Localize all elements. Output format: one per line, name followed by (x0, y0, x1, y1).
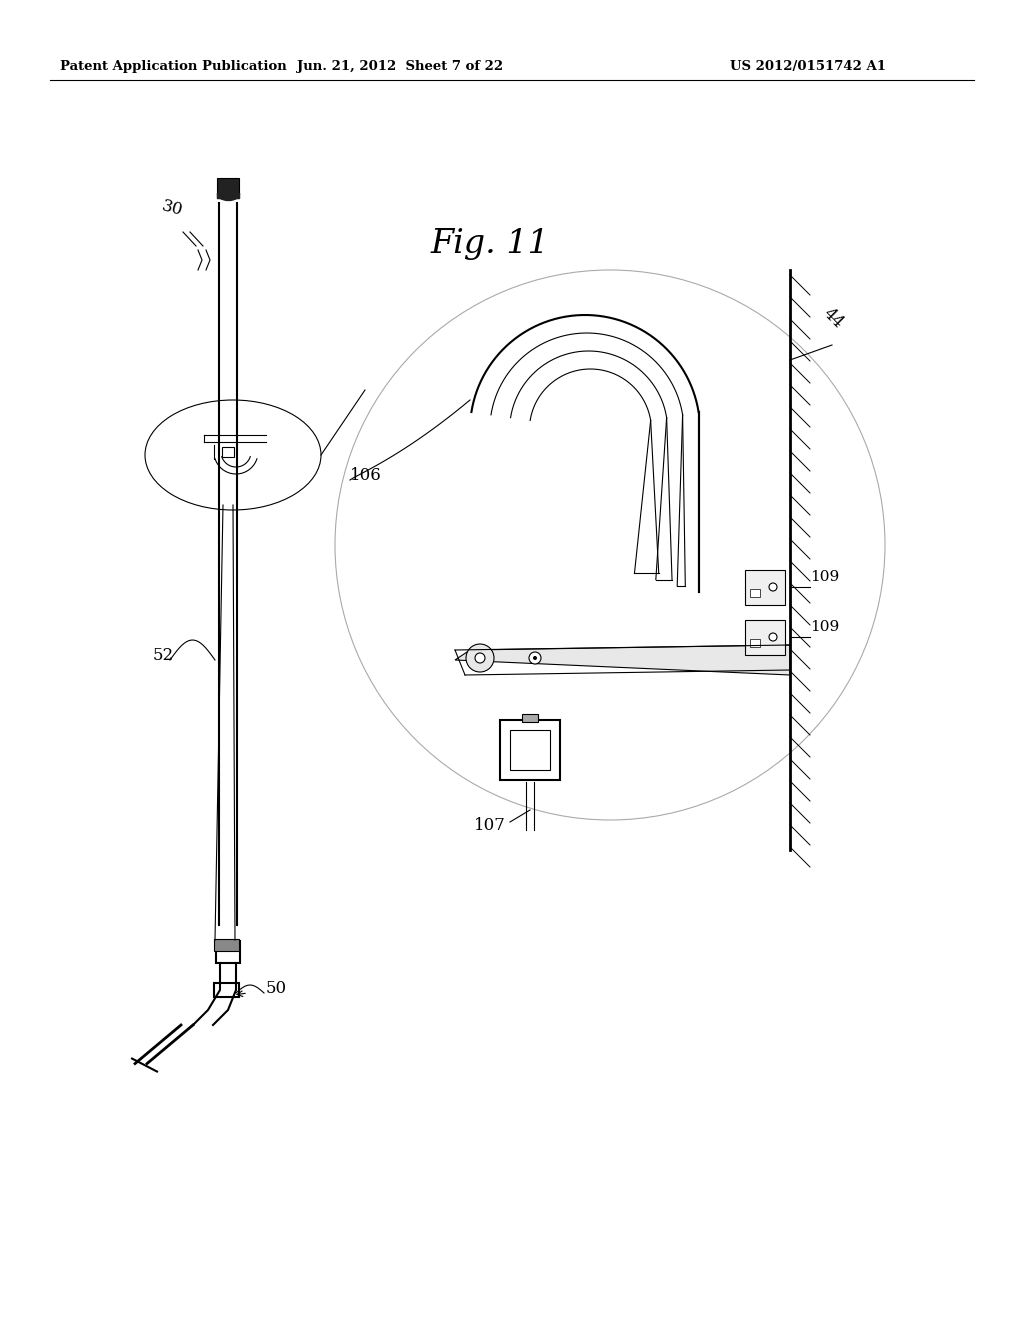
Bar (222, 447, 234, 457)
Bar (510, 730, 550, 770)
Text: 107: 107 (474, 817, 506, 834)
Text: Fig. 11: Fig. 11 (430, 228, 550, 260)
Circle shape (534, 656, 537, 660)
Circle shape (475, 653, 485, 663)
Text: 30: 30 (160, 197, 185, 219)
Circle shape (769, 583, 777, 591)
Bar (214, 983, 239, 997)
Text: 50: 50 (266, 979, 287, 997)
Bar (217, 178, 239, 198)
Bar (500, 719, 560, 780)
Polygon shape (455, 645, 790, 675)
Circle shape (769, 634, 777, 642)
Text: 52: 52 (153, 647, 174, 664)
Bar (745, 570, 785, 605)
Bar (750, 639, 760, 647)
Text: 106: 106 (350, 467, 382, 484)
Circle shape (529, 652, 541, 664)
Bar (216, 941, 240, 964)
Bar (214, 939, 239, 950)
Text: Patent Application Publication: Patent Application Publication (60, 59, 287, 73)
Bar (750, 589, 760, 597)
Circle shape (466, 644, 494, 672)
Text: 44: 44 (820, 305, 847, 333)
Text: 109: 109 (810, 620, 840, 634)
Bar (745, 620, 785, 655)
Text: 109: 109 (810, 570, 840, 583)
Bar (522, 714, 538, 722)
Text: US 2012/0151742 A1: US 2012/0151742 A1 (730, 59, 886, 73)
Text: Jun. 21, 2012  Sheet 7 of 22: Jun. 21, 2012 Sheet 7 of 22 (297, 59, 503, 73)
